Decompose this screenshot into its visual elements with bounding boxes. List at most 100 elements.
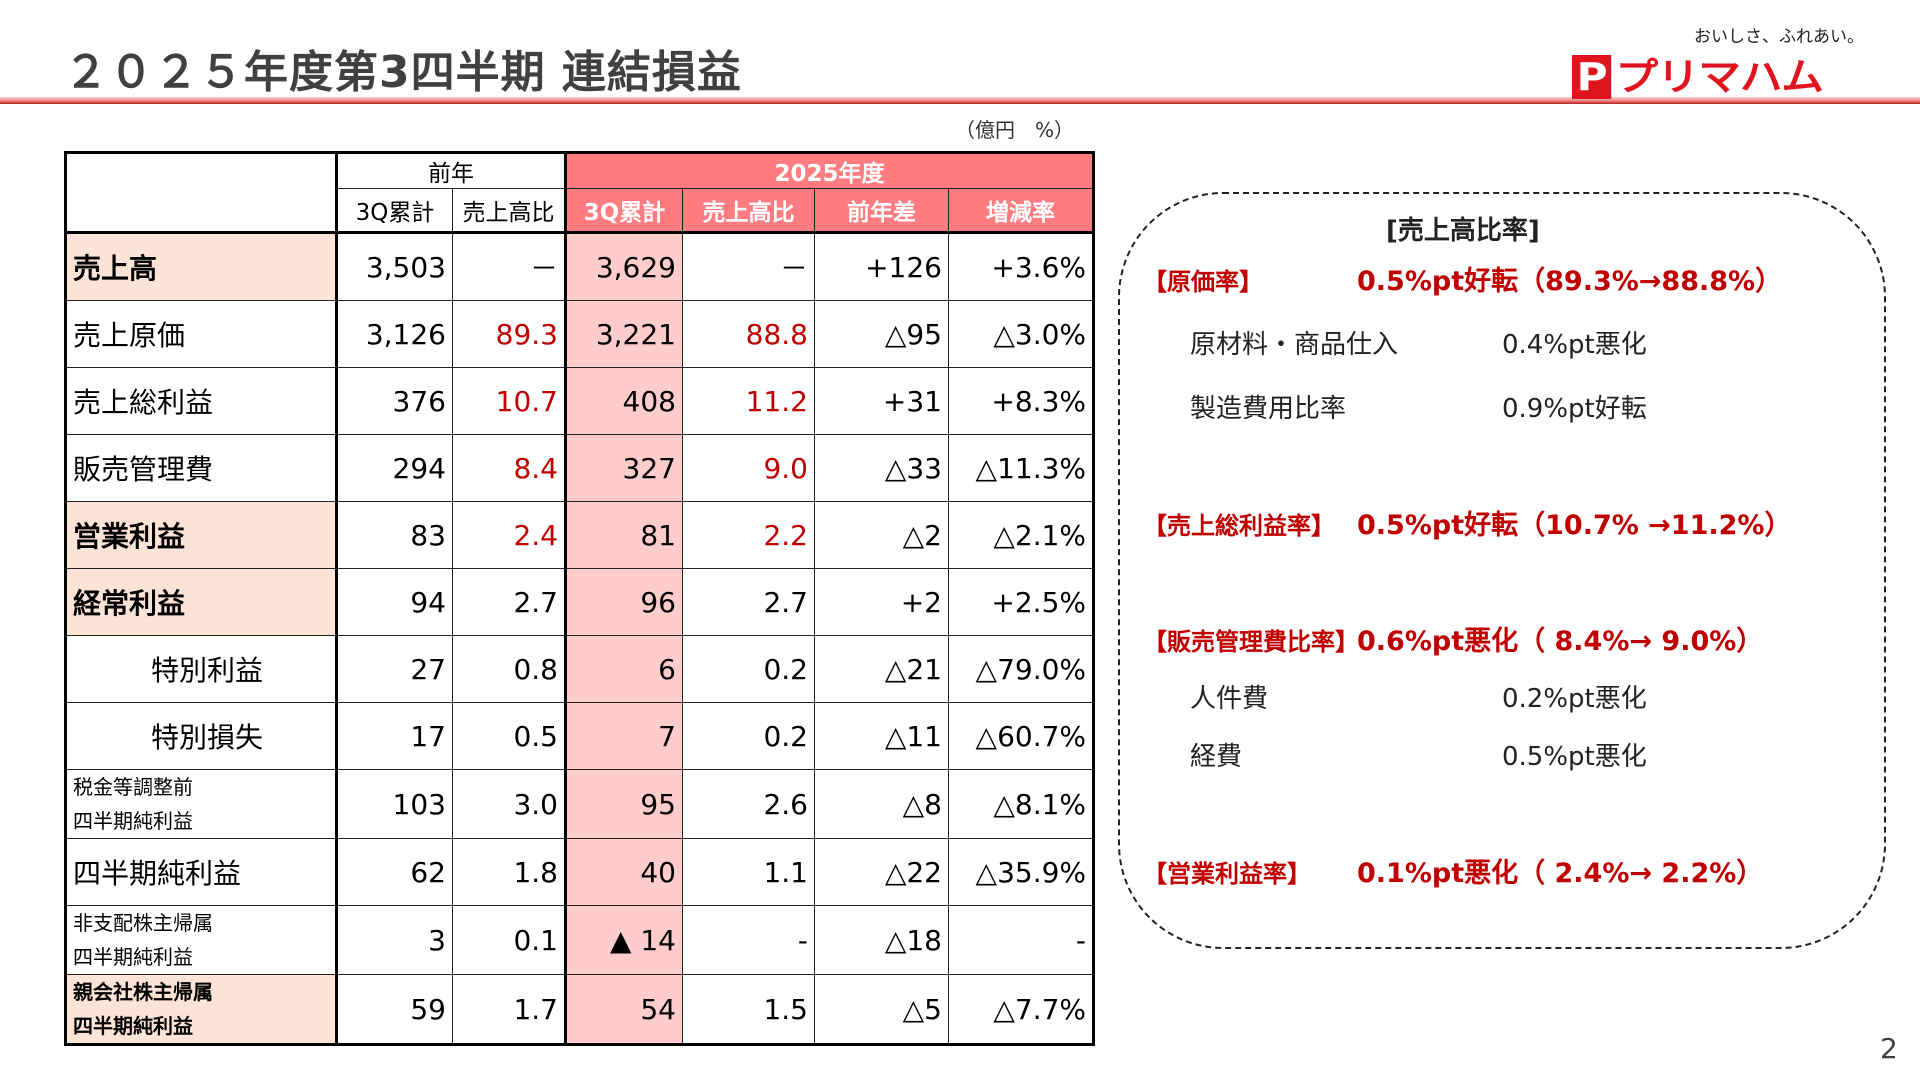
cell-rate: +2.5% <box>947 568 1096 636</box>
cell-prev-ratio: 3.0 <box>452 769 566 839</box>
cell-prev-3q: 3,503 <box>336 232 453 301</box>
row-label-text: 経常利益 <box>73 587 186 620</box>
row-label-text: 売上高 <box>73 252 158 285</box>
cell-cur-3q: 81 <box>564 501 683 569</box>
col-header: 売上高比 <box>682 188 815 234</box>
cell-rate: - <box>947 905 1096 975</box>
cell-rate: △11.3% <box>947 434 1096 502</box>
row-label: 経常利益 <box>64 568 338 636</box>
cell-prev-ratio: 0.8 <box>452 635 566 703</box>
cell-prev-3q: 59 <box>336 974 453 1046</box>
title-divider <box>0 97 1920 104</box>
logo-mark-icon: P <box>1572 55 1612 99</box>
cell-prev-ratio: 0.1 <box>452 905 566 975</box>
cell-prev-ratio: 2.4 <box>452 501 566 569</box>
page-title: ２０２５年度第3四半期 連結損益 <box>64 47 742 98</box>
consolidated-pl-table: 前年 2025年度 3Q累計 売上高比 3Q累計 売上高比 前年差 増減率 売上… <box>64 151 1096 1046</box>
cell-diff: △8 <box>814 769 949 839</box>
ratio-sub-label: 原材料・商品仕入 <box>1190 330 1399 360</box>
ratio-sub-label: 経費 <box>1190 742 1243 772</box>
cell-cur-ratio: 1.5 <box>682 974 815 1046</box>
table-row: 売上原価 3,126 89.3 3,221 88.8 △95 △3.0% <box>64 300 1096 368</box>
cell-diff: +126 <box>814 232 949 301</box>
row-label-line1: 親会社株主帰属 <box>73 980 213 1004</box>
row-label-line2: 四半期純利益 <box>73 1014 193 1038</box>
cell-cur-3q: 327 <box>564 434 683 502</box>
cell-cur-ratio: 9.0 <box>682 434 815 502</box>
group-header-current: 2025年度 <box>563 151 1096 189</box>
cell-prev-ratio: 89.3 <box>452 300 566 368</box>
cell-cur-3q: 95 <box>564 769 683 839</box>
ratio-sub-value: 0.4%pt悪化 <box>1502 330 1647 360</box>
table-row: 経常利益 94 2.7 96 2.7 +2 +2.5% <box>64 568 1096 636</box>
cell-diff: +2 <box>814 568 949 636</box>
row-label: 特別利益 <box>64 635 338 703</box>
cell-prev-3q: 103 <box>336 769 453 839</box>
row-label-line1: 非支配株主帰属 <box>73 911 213 935</box>
cell-prev-3q: 62 <box>336 838 453 906</box>
table-row: 四半期純利益 62 1.8 40 1.1 △22 △35.9% <box>64 838 1096 906</box>
table-row: 親会社株主帰属 四半期純利益 59 1.7 54 1.5 △5 △7.7% <box>64 974 1096 1046</box>
cell-rate: △3.0% <box>947 300 1096 368</box>
table-row: 特別利益 27 0.8 6 0.2 △21 △79.0% <box>64 635 1096 703</box>
row-label-line1: 税金等調整前 <box>73 775 193 799</box>
logo-brand-text: プリマハム <box>1615 55 1824 99</box>
ratio-sub-value: 0.5%pt悪化 <box>1502 742 1647 772</box>
ratio-label-cost: 【原価率】 <box>1143 268 1263 296</box>
cell-rate: △7.7% <box>947 974 1096 1046</box>
cell-prev-3q: 3 <box>336 905 453 975</box>
page-number: 2 <box>1880 1032 1898 1065</box>
ratio-sub-label: 製造費用比率 <box>1190 394 1347 424</box>
cell-cur-ratio: 0.2 <box>682 635 815 703</box>
cell-cur-3q: 7 <box>564 702 683 770</box>
table-row: 非支配株主帰属 四半期純利益 3 0.1 ▲ 14- △18- <box>64 905 1096 975</box>
unit-label: （億円 %） <box>955 118 1075 142</box>
row-label-text: 売上総利益 <box>73 386 214 419</box>
cell-prev-ratio: 1.8 <box>452 838 566 906</box>
cell-prev-3q: 83 <box>336 501 453 569</box>
cell-prev-ratio: 1.7 <box>452 974 566 1046</box>
cell-diff: △21 <box>814 635 949 703</box>
logo-brand: P プリマハム <box>1572 46 1824 101</box>
cell-prev-3q: 376 <box>336 367 453 435</box>
ratio-value-operating: 0.1%pt悪化（ 2.4%→ 2.2%） <box>1357 858 1764 889</box>
ratio-sub-value: 0.9%pt好転 <box>1502 394 1647 424</box>
cell-cur-3q: 3,629 <box>564 232 683 301</box>
row-label: 営業利益 <box>64 501 338 569</box>
cell-prev-ratio: 10.7 <box>452 367 566 435</box>
ratio-value-sga: 0.6%pt悪化（ 8.4%→ 9.0%） <box>1357 626 1764 657</box>
cell-rate: +8.3% <box>947 367 1096 435</box>
cell-cur-ratio: - <box>682 905 815 975</box>
cell-diff: △22 <box>814 838 949 906</box>
col-header: 売上高比 <box>452 188 566 234</box>
cell-rate: △60.7% <box>947 702 1096 770</box>
table-row: 特別損失 17 0.5 7 0.2 △11 △60.7% <box>64 702 1096 770</box>
ratio-sub-label: 人件費 <box>1190 684 1269 714</box>
cell-prev-3q: 94 <box>336 568 453 636</box>
row-label: 親会社株主帰属 四半期純利益 <box>64 974 338 1046</box>
cell-cur-3q: 54 <box>564 974 683 1046</box>
cell-diff: +31 <box>814 367 949 435</box>
cell-cur-3q: 408 <box>564 367 683 435</box>
cell-cur-3q: 3,221 <box>564 300 683 368</box>
cell-diff: △95 <box>814 300 949 368</box>
ratio-sub-value: 0.2%pt悪化 <box>1502 684 1647 714</box>
cell-cur-ratio: 0.2 <box>682 702 815 770</box>
cell-cur-3q: ▲ 14 <box>564 905 683 975</box>
table-row: 売上総利益 376 10.7 408 11.2 +31 +8.3% <box>64 367 1096 435</box>
ratio-label-gross: 【売上総利益率】 <box>1143 512 1335 540</box>
col-header: 増減率 <box>947 188 1096 234</box>
row-label: 売上高 <box>64 232 338 301</box>
cell-rate: +3.6% <box>947 232 1096 301</box>
ratio-label-sga: 【販売管理費比率】 <box>1143 628 1359 656</box>
row-label-line2: 四半期純利益 <box>73 809 193 833</box>
row-label-line2: 四半期純利益 <box>73 945 193 969</box>
row-label: 販売管理費 <box>64 434 338 502</box>
group-header-prior: 前年 <box>336 151 566 189</box>
cell-rate: △79.0% <box>947 635 1096 703</box>
row-label: 売上原価 <box>64 300 338 368</box>
cell-diff: △11 <box>814 702 949 770</box>
table-row: 営業利益 83 2.4 81 2.2 △2 △2.1% <box>64 501 1096 569</box>
ratio-panel-title: [売上高比率] <box>1386 216 1540 246</box>
row-label-text: 販売管理費 <box>73 453 214 486</box>
